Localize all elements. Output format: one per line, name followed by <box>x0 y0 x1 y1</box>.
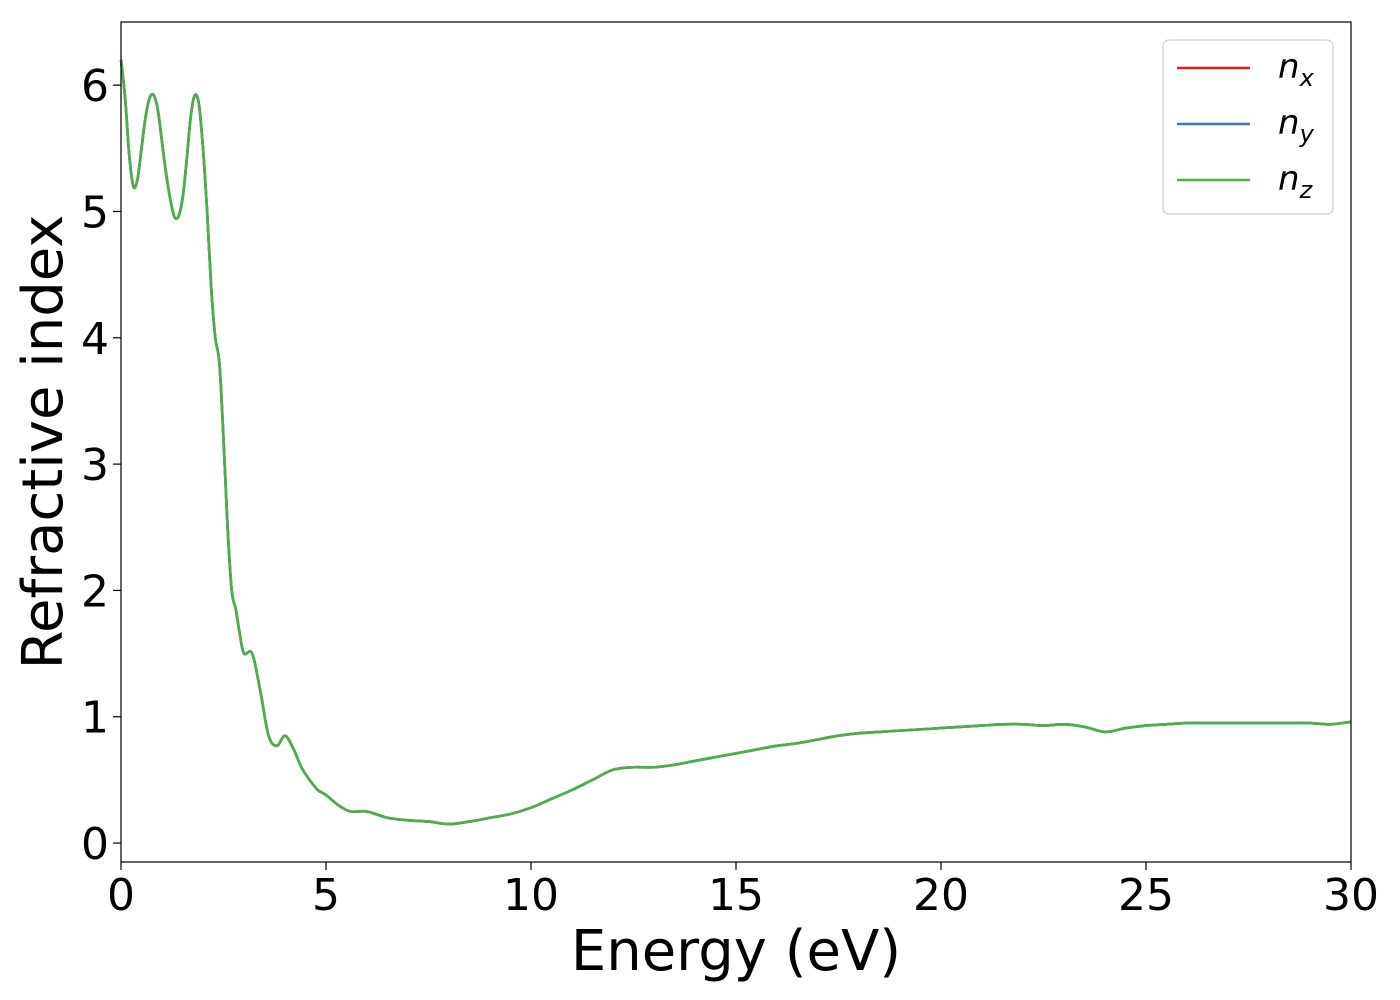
y-tick-label: 5 <box>81 187 109 238</box>
legend-label-ny: ny <box>1278 103 1315 148</box>
x-tick-label: 0 <box>107 870 135 921</box>
y-axis-ticks: 0 1 2 3 4 5 6 <box>81 61 121 870</box>
legend-label-nz: nz <box>1278 159 1314 204</box>
series-layer <box>119 59 1352 826</box>
y-axis-label: Refractive index <box>11 215 76 670</box>
plot-background <box>121 22 1351 862</box>
x-tick-label: 25 <box>1118 870 1174 921</box>
x-tick-label: 10 <box>503 870 559 921</box>
x-tick-label: 30 <box>1323 870 1379 921</box>
x-tick-label: 20 <box>913 870 969 921</box>
y-tick-label: 1 <box>81 693 109 744</box>
legend-frame <box>1162 39 1334 215</box>
y-tick-label: 3 <box>81 440 109 491</box>
y-tick-label: 6 <box>81 61 109 112</box>
legend-label-nx: nx <box>1278 47 1315 92</box>
y-tick-label: 2 <box>81 566 109 617</box>
x-axis-ticks: 0 5 10 15 20 25 30 <box>107 862 1379 921</box>
x-tick-label: 5 <box>312 870 340 921</box>
series-line-nz <box>119 59 1352 826</box>
x-axis-label: Energy (eV) <box>571 919 901 984</box>
legend: nx ny nz <box>1162 39 1334 215</box>
y-tick-label: 4 <box>81 314 109 365</box>
x-tick-label: 15 <box>708 870 764 921</box>
y-tick-label: 0 <box>81 819 109 870</box>
